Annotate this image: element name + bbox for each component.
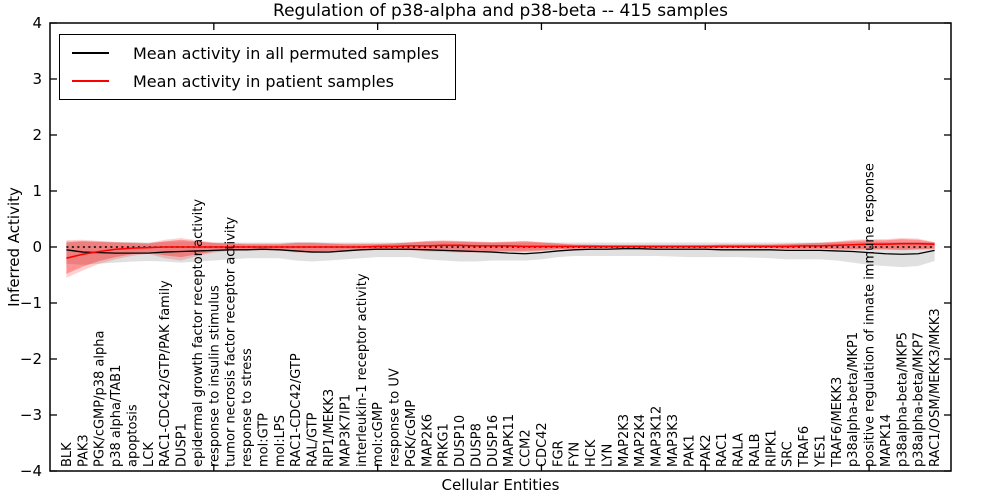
y-tick-label: 2 — [32, 126, 42, 144]
y-tick-label: 1 — [32, 182, 42, 200]
x-category-label: YES1 — [813, 434, 828, 468]
x-category-label: p38alpha-beta/MKP7 — [912, 332, 927, 467]
legend-entry-permuted: Mean activity in all permuted samples — [72, 40, 439, 66]
legend-label-patient: Mean activity in patient samples — [133, 71, 394, 91]
x-category-label: RALB — [748, 433, 763, 467]
y-tick-label: −2 — [20, 350, 42, 368]
x-category-label: PAK1 — [682, 434, 697, 467]
x-category-label: p38alpha-beta/MKP5 — [895, 332, 910, 467]
x-category-label: MAPK11 — [502, 414, 517, 467]
legend-line-permuted-icon — [72, 52, 109, 54]
x-category-label: RIPK1 — [764, 429, 779, 467]
x-category-label: PRKG1 — [437, 423, 452, 467]
y-tick-label: 3 — [32, 70, 42, 88]
x-category-label: MAP3K7IP1 — [338, 394, 353, 467]
x-category-label: RAC1-CDC42/GTP — [289, 353, 304, 467]
x-category-label: mol:LPS — [273, 415, 288, 467]
y-tick-label: 0 — [32, 238, 42, 256]
x-category-label: CCM2 — [519, 429, 534, 467]
x-category-label: RALA — [732, 433, 747, 467]
x-category-label: DUSP16 — [486, 415, 501, 467]
y-tick-label: −1 — [20, 294, 42, 312]
x-category-label: FGR — [551, 440, 566, 467]
x-category-label: MAP3K12 — [650, 406, 665, 467]
x-category-label: MAP2K4 — [633, 414, 648, 467]
x-category-label: PGK/cGMP — [404, 400, 419, 467]
x-category-label: PAK3 — [76, 434, 91, 467]
patient-samples-range-inner-band — [66, 239, 935, 274]
x-category-label: LCK — [142, 442, 157, 467]
x-category-label: MAP2K3 — [617, 414, 632, 467]
x-category-label: TRAF6 — [797, 426, 812, 468]
x-category-label: HCK — [584, 439, 599, 467]
x-category-label: apoptosis — [125, 404, 140, 467]
x-category-label: mol:GTP — [256, 413, 271, 467]
x-category-label: p38alpha-beta/MKP1 — [846, 332, 861, 467]
x-category-label: RAL/GTP — [306, 412, 321, 467]
x-category-label: MAP3K3 — [666, 414, 681, 467]
x-category-label: CDC42 — [535, 422, 550, 467]
x-category-label: p38 alpha/TAB1 — [109, 365, 124, 467]
y-tick-label: −3 — [20, 406, 42, 424]
x-axis-label: Cellular Entities — [441, 476, 560, 494]
permuted-mean-line — [66, 248, 935, 255]
x-category-label: FYN — [568, 442, 583, 467]
legend-label-permuted: Mean activity in all permuted samples — [133, 43, 440, 63]
x-category-label: RAC1-CDC42/GTP/PAK family — [158, 280, 173, 467]
x-category-label: response to stress — [240, 348, 255, 467]
chart-title: Regulation of p38-alpha and p38-beta -- … — [273, 1, 728, 21]
x-category-label: response to insulin stimulus — [207, 285, 222, 467]
y-tick-label: 4 — [32, 14, 42, 32]
x-category-label: LYN — [600, 444, 615, 467]
legend: Mean activity in all permuted samples Me… — [59, 34, 457, 100]
y-tick-label: −4 — [20, 462, 42, 480]
x-category-label: RAC1 — [715, 432, 730, 467]
legend-entry-patient: Mean activity in patient samples — [72, 68, 439, 94]
x-category-label: PGK/cGMP/p38 alpha — [93, 331, 108, 467]
x-category-label: DUSP1 — [175, 423, 190, 467]
x-category-label: response to UV — [388, 368, 403, 467]
x-category-label: tumor necrosis factor receptor activity — [224, 216, 239, 467]
x-category-label: DUSP8 — [469, 423, 484, 467]
x-category-label: DUSP10 — [453, 415, 468, 467]
patient-samples-range-outer-band — [66, 238, 935, 278]
x-category-label: RAC1/OSM/MEKK3/MKK3 — [928, 308, 943, 467]
x-category-label: mol:cGMP — [371, 402, 386, 467]
legend-line-patient-icon — [72, 80, 109, 82]
x-category-label: BLK — [60, 442, 75, 467]
x-category-label: epidermal growth factor receptor activit… — [191, 199, 206, 467]
x-category-label: MAP2K6 — [420, 414, 435, 467]
x-category-label: PAK2 — [699, 434, 714, 467]
x-category-label: MAPK14 — [879, 414, 894, 467]
x-category-label: interleukin-1 receptor activity — [355, 273, 370, 467]
x-category-label: TRAF6/MEKK3 — [830, 377, 845, 468]
x-category-label: SRC — [781, 441, 796, 467]
patient-mean-line — [66, 242, 935, 259]
x-category-label: positive regulation of innate immune res… — [863, 163, 878, 467]
x-category-label: RIP1/MEKK3 — [322, 389, 337, 467]
